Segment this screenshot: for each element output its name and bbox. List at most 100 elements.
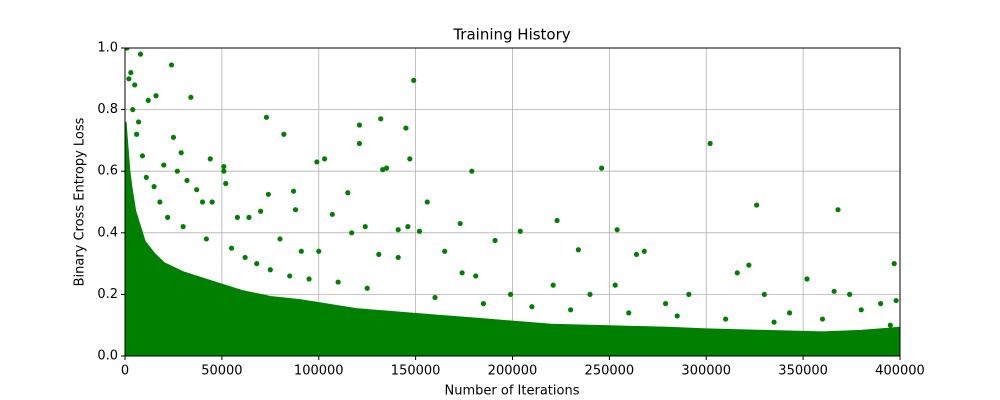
- point: [199, 199, 206, 205]
- point: [168, 62, 175, 68]
- point: [891, 261, 897, 267]
- point: [139, 153, 146, 159]
- point: [457, 220, 463, 227]
- dense-area: [125, 121, 900, 356]
- y-tick-label: 0.0: [97, 349, 118, 364]
- point: [157, 199, 163, 205]
- point: [893, 297, 899, 304]
- point: [641, 248, 647, 254]
- point: [145, 97, 151, 103]
- y-tick-label: 0.2: [97, 287, 118, 302]
- point: [395, 227, 401, 233]
- point: [356, 122, 363, 128]
- point: [174, 168, 180, 174]
- point: [165, 214, 171, 220]
- point: [254, 261, 260, 267]
- point: [277, 236, 283, 242]
- point: [349, 230, 355, 236]
- point: [424, 199, 430, 205]
- point: [143, 174, 149, 180]
- point: [878, 301, 884, 307]
- point: [128, 70, 134, 76]
- point: [137, 51, 144, 57]
- x-tick-label: 350000: [778, 364, 828, 379]
- point: [335, 279, 341, 285]
- point: [321, 156, 328, 162]
- point: [554, 217, 560, 224]
- point: [209, 199, 215, 205]
- point: [298, 248, 304, 254]
- point: [575, 247, 581, 253]
- point: [356, 140, 363, 147]
- point: [626, 310, 632, 316]
- point: [599, 165, 605, 171]
- y-tick-label: 0.4: [97, 225, 118, 240]
- point: [707, 140, 713, 147]
- chart-title: Training History: [452, 26, 570, 44]
- point: [207, 156, 213, 162]
- point: [686, 291, 692, 297]
- point: [265, 191, 271, 197]
- x-tick-label: 400000: [875, 364, 925, 379]
- point: [407, 156, 413, 162]
- y-tick-label: 1.0: [97, 41, 118, 56]
- point: [432, 294, 438, 301]
- point: [492, 237, 498, 244]
- point: [306, 276, 312, 282]
- point: [362, 224, 368, 230]
- point: [378, 116, 384, 122]
- point: [568, 307, 574, 313]
- point: [194, 187, 200, 193]
- point: [403, 125, 409, 131]
- point: [416, 228, 423, 234]
- point: [746, 262, 752, 268]
- x-tick-label: 100000: [294, 364, 344, 379]
- point: [228, 245, 235, 251]
- point: [203, 236, 209, 242]
- point: [734, 270, 740, 276]
- point: [831, 288, 837, 294]
- point: [267, 267, 273, 273]
- point: [263, 114, 270, 120]
- point: [507, 291, 514, 297]
- point: [674, 313, 680, 319]
- point: [550, 282, 556, 288]
- point: [887, 322, 893, 328]
- point: [130, 107, 136, 113]
- x-tick-label: 200000: [488, 364, 538, 379]
- point: [221, 168, 227, 174]
- point: [442, 248, 448, 254]
- point: [364, 285, 370, 291]
- point: [290, 188, 297, 194]
- point: [153, 93, 159, 99]
- point: [170, 134, 177, 140]
- point: [517, 228, 523, 234]
- plot-frame: [124, 47, 901, 357]
- point: [858, 307, 864, 313]
- point: [314, 159, 320, 165]
- point: [411, 77, 417, 83]
- plot-marks: [125, 48, 900, 356]
- point: [221, 163, 227, 170]
- point: [188, 94, 194, 100]
- point: [473, 273, 479, 279]
- x-tick-label: 0: [121, 364, 129, 379]
- point: [184, 177, 190, 184]
- point: [633, 251, 640, 257]
- point: [242, 254, 248, 261]
- point: [180, 224, 186, 230]
- point: [835, 207, 841, 213]
- point: [258, 208, 264, 214]
- point: [132, 82, 138, 88]
- point: [292, 207, 299, 213]
- point: [161, 162, 167, 168]
- point: [614, 227, 620, 233]
- point: [395, 254, 401, 261]
- point: [329, 211, 335, 217]
- point: [723, 316, 729, 322]
- point: [223, 180, 229, 187]
- y-axis-label: Binary Cross Entropy Loss: [73, 117, 88, 286]
- point: [804, 276, 810, 282]
- point: [587, 291, 593, 297]
